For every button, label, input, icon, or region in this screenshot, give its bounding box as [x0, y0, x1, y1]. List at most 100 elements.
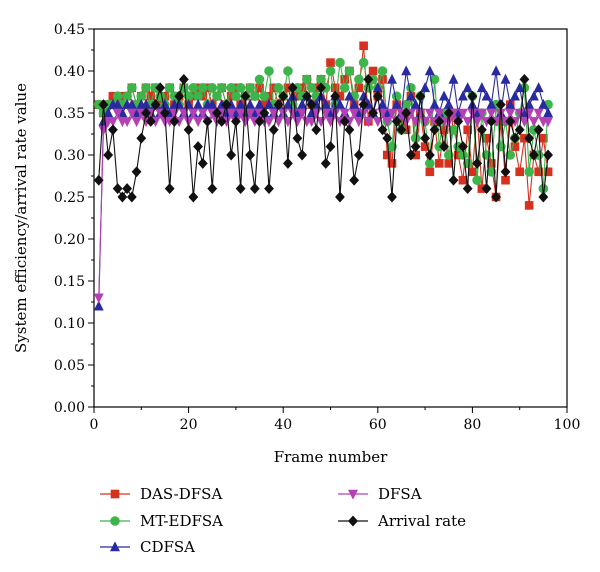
data-point — [368, 66, 378, 76]
legend-label: DAS-DFSA — [140, 485, 222, 503]
data-point — [335, 57, 345, 68]
data-point — [382, 132, 393, 144]
y-tick-label: 0.20 — [54, 232, 85, 248]
data-point — [193, 98, 204, 109]
data-point — [254, 98, 265, 109]
data-point — [519, 73, 530, 85]
data-point — [273, 117, 284, 128]
data-point — [533, 108, 544, 119]
data-point — [283, 157, 293, 169]
data-point — [476, 124, 487, 136]
data-point — [505, 98, 516, 109]
data-point — [207, 83, 218, 93]
data-point — [481, 90, 492, 101]
data-point — [240, 117, 251, 128]
data-point — [358, 99, 369, 111]
data-point — [306, 99, 317, 111]
data-point — [500, 166, 511, 178]
data-point — [231, 91, 241, 101]
data-point — [107, 117, 118, 128]
data-point — [254, 115, 265, 127]
data-point — [439, 90, 450, 101]
data-point — [245, 98, 256, 109]
data-point — [226, 149, 237, 161]
data-point — [264, 66, 274, 76]
data-point — [306, 117, 317, 128]
data-point — [353, 149, 364, 161]
data-point — [273, 83, 284, 93]
x-tick-label: 40 — [274, 417, 292, 433]
data-point — [486, 108, 497, 119]
data-point — [453, 115, 464, 127]
data-point — [221, 99, 232, 111]
data-point — [108, 124, 118, 136]
data-point — [533, 124, 544, 136]
data-point — [302, 74, 312, 85]
y-tick-label: 0.10 — [54, 316, 85, 332]
data-point — [216, 115, 227, 127]
data-point — [462, 117, 473, 128]
data-point — [363, 117, 374, 128]
data-point — [155, 82, 166, 94]
data-point — [363, 73, 374, 85]
data-point — [434, 159, 444, 168]
data-point — [259, 91, 270, 101]
y-tick-label: 0.40 — [54, 64, 85, 80]
data-point — [268, 124, 279, 136]
data-point — [500, 73, 511, 84]
y-tick-label: 0.35 — [54, 106, 85, 122]
data-point — [486, 98, 497, 109]
data-point — [533, 82, 544, 93]
data-point — [292, 132, 303, 144]
data-point — [93, 300, 104, 311]
data-point — [297, 149, 308, 161]
data-point — [98, 99, 109, 111]
data-point — [349, 174, 360, 186]
data-point — [377, 66, 388, 76]
data-point — [273, 99, 284, 111]
legend-item: Arrival rate — [338, 512, 466, 530]
legend-item: CDFSA — [100, 538, 195, 556]
data-point — [519, 117, 530, 128]
data-point — [103, 107, 114, 118]
data-point — [131, 117, 142, 128]
x-tick-label: 100 — [554, 417, 581, 433]
data-point — [429, 124, 440, 136]
data-point — [538, 191, 549, 203]
data-point — [457, 90, 468, 101]
data-point — [245, 149, 255, 161]
plot-border — [93, 28, 568, 408]
data-point — [543, 167, 553, 177]
data-point — [424, 149, 435, 161]
data-point — [112, 98, 123, 109]
data-point — [382, 150, 392, 160]
y-tick-label: 0.45 — [54, 22, 85, 38]
legend-item: MT-EDFSA — [100, 512, 223, 530]
data-point — [292, 117, 303, 128]
data-point — [297, 108, 308, 119]
data-point — [316, 82, 326, 94]
data-point — [126, 98, 137, 109]
y-tick-label: 0.25 — [54, 190, 85, 206]
data-point — [387, 159, 397, 168]
data-point — [505, 115, 516, 127]
data-point — [160, 107, 170, 119]
data-point — [93, 293, 104, 304]
data-point — [287, 82, 298, 94]
legend-swatch-marker — [110, 516, 120, 526]
data-point — [202, 115, 213, 127]
data-point — [193, 141, 203, 153]
data-point — [320, 157, 331, 169]
data-point — [439, 141, 449, 153]
data-point — [141, 83, 151, 93]
data-point — [268, 108, 279, 119]
data-point — [472, 157, 483, 169]
series-layer — [93, 41, 554, 311]
data-point — [420, 132, 431, 144]
data-point — [339, 115, 350, 127]
legend-swatch-marker — [348, 489, 358, 500]
data-point — [486, 167, 497, 177]
x-axis-title: Frame number — [274, 448, 388, 466]
data-point — [117, 191, 128, 203]
data-point — [387, 191, 397, 203]
